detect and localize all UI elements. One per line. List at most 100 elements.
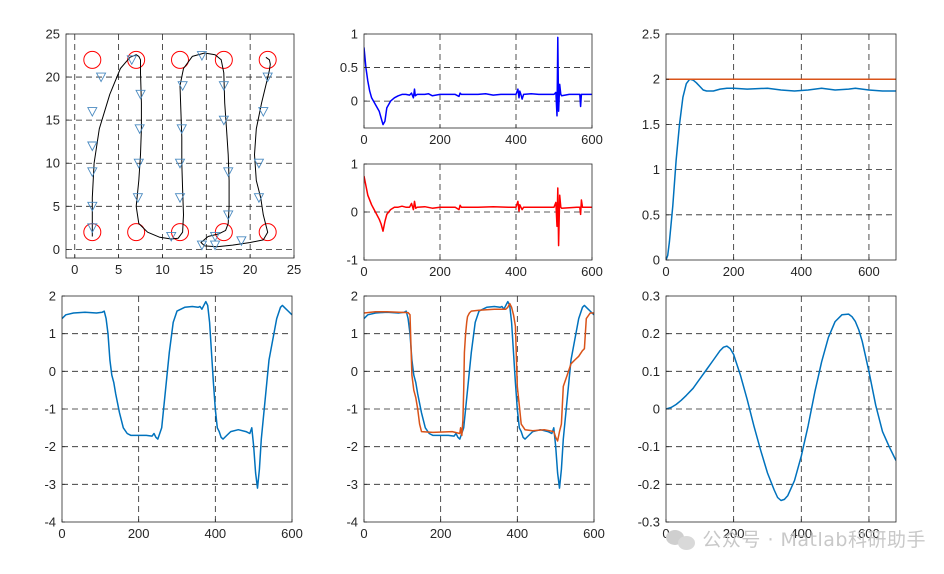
y-tick-label: 0 [53,242,60,257]
direction-marker [134,124,145,135]
axes-box [65,33,295,259]
direction-marker [236,236,247,247]
direction-marker [196,51,208,62]
x-tick-label: 400 [204,526,226,541]
data-layer [666,313,896,502]
axes-box [665,33,897,261]
y-tick-label: -0.3 [638,515,660,530]
x-tick-label: 600 [281,526,303,541]
direction-marker [222,210,234,221]
y-tick-label: 0 [49,364,56,379]
waypoint-marker [258,223,277,242]
series-line-0 [666,313,896,502]
y-tick-label: -4 [346,515,358,530]
wechat-icon [666,528,696,550]
direction-marker [174,193,186,204]
y-tick-label: 2.5 [642,27,660,42]
data-layer [364,300,594,489]
x-tick-label: 5 [115,262,122,277]
y-tick-label: 1 [351,27,358,42]
direction-marker [135,89,146,100]
plot-p3: 0 200 400 600-101 [346,157,602,280]
y-tick-label: -1 [346,402,358,417]
direction-marker [222,167,234,178]
y-tick-label: 0 [351,205,358,220]
axes-box [363,33,593,129]
x-tick-label: 200 [128,526,150,541]
x-tick-label: 600 [581,132,603,147]
x-tick-label: 600 [858,264,880,279]
x-tick-label: 600 [858,526,880,541]
direction-marker [177,81,188,92]
direction-marker [133,158,145,169]
direction-marker [87,141,98,152]
y-tick-label: -4 [44,515,56,530]
x-tick-label: 400 [505,132,527,147]
plot-area [364,34,592,128]
series-line-0 [364,175,592,247]
x-tick-label: 400 [790,526,812,541]
x-tick-label: 400 [505,264,527,279]
y-tick-label: 1 [653,162,660,177]
x-tick-label: 600 [581,264,603,279]
y-tick-label: -0.2 [638,477,660,492]
y-tick-label: 2 [49,289,56,304]
x-tick-label: 0 [360,526,367,541]
direction-marker [87,167,98,178]
x-tick-label: 200 [429,264,451,279]
y-tick-label: -2 [346,439,358,454]
direction-marker [126,55,138,66]
y-tick-label: 0.1 [642,364,660,379]
x-tick-label: 200 [723,264,745,279]
direction-marker [174,158,186,169]
waypoint-marker [214,50,233,69]
y-tick-label: 1.5 [642,117,660,132]
y-tick-label: -3 [346,477,358,492]
plot-p2: 0 200 400 600 0 0.5 1 [340,27,603,148]
y-tick-label: -2 [44,439,56,454]
y-tick-label: -0.1 [638,439,660,454]
plot-area [66,34,294,258]
y-tick-label: 1 [351,326,358,341]
waypoint-marker [83,50,102,69]
direction-marker [218,81,230,92]
y-tick-label: 25 [46,27,60,42]
direction-marker [258,107,269,117]
waypoint-marker [127,223,146,242]
direction-marker [87,223,98,234]
y-tick-label: 0 [351,364,358,379]
plot-p5: 0 200 400 600 -4 -3 -2 -1 0 1 2 [44,289,302,542]
direction-marker [209,232,221,242]
series-line-1 [364,302,594,442]
y-tick-label: -1 [44,402,56,417]
y-tick-label: -3 [44,477,56,492]
x-tick-label: 200 [430,526,452,541]
x-tick-label: 25 [287,262,301,277]
y-tick-label: 0.5 [642,207,660,222]
x-tick-label: 0 [662,526,669,541]
x-tick-label: 200 [429,132,451,147]
y-tick-label: 1 [351,157,358,172]
data-layer [83,50,277,251]
data-layer [62,300,292,489]
direction-marker [87,201,98,212]
y-tick-label: 10 [46,156,60,171]
direction-marker [87,107,98,117]
direction-marker [262,72,273,83]
y-tick-label: 0 [653,253,660,268]
x-tick-label: 10 [155,262,169,277]
y-tick-label: 0 [653,402,660,417]
direction-marker [132,193,144,204]
x-tick-label: 400 [506,526,528,541]
x-tick-label: 400 [790,264,812,279]
direction-marker [165,232,177,242]
y-tick-label: 2 [653,72,660,87]
series-line-0 [91,52,271,248]
series-line-0 [666,78,896,260]
direction-marker [209,240,221,251]
y-tick-label: 15 [46,113,60,128]
plot-area [666,34,896,260]
y-tick-label: 2 [351,289,358,304]
y-tick-label: 0.2 [642,326,660,341]
plot-p4: 0 200 400 600 0 0.5 1 1.5 2 2.5 [642,27,897,279]
